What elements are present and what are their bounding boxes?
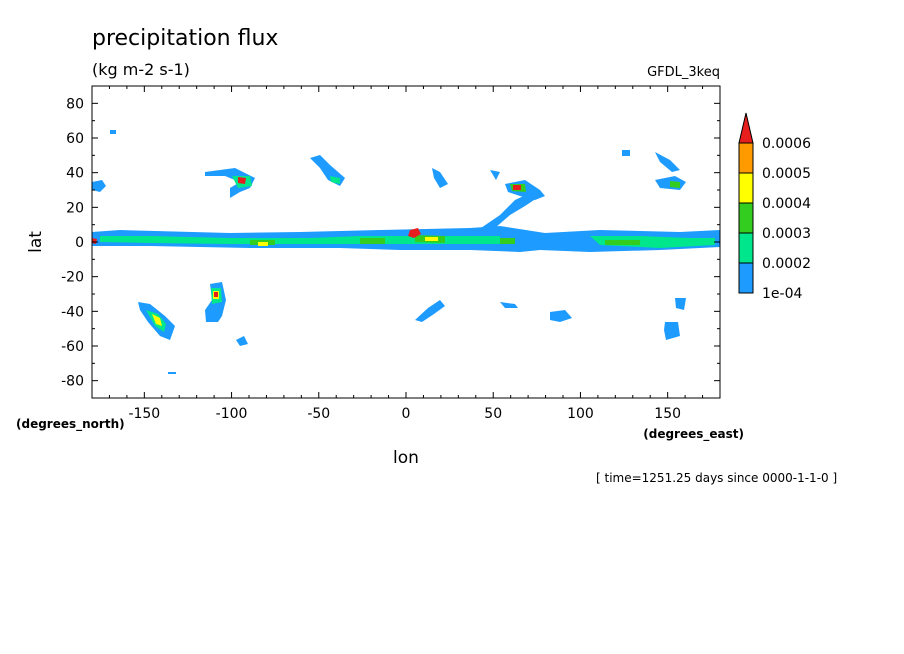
storm-nw-max [238,177,246,184]
patch-s-misc [110,130,248,374]
y-tick-label: 20 [66,200,84,216]
colorbar-label: 0.0002 [762,256,811,272]
storm-150e-l3 [670,181,680,188]
equatorial-band-l3 [250,235,640,245]
storm-150e-l1 [655,152,686,190]
colorbar-swatch [738,202,754,234]
patch-n-20e [432,150,630,188]
x-tick-label: 100 [567,406,594,422]
colorbar-swatch [738,172,754,204]
contour-fills [92,130,720,374]
storm-sw-max [214,292,218,297]
y-tick-label: -60 [61,339,84,355]
x-axis: -150 -100 -50 0 50 100 150 [108,86,704,422]
y-units-label: (degrees_north) [16,417,125,432]
y-tick-label: -40 [61,304,84,320]
x-tick-label: 50 [484,406,502,422]
x-tick-label: 0 [402,406,411,422]
storm-ne-max [513,185,521,190]
y-tick-label: 60 [66,131,84,147]
colorbar-max-triangle [738,112,754,144]
colorbar-label: 0.0004 [762,196,811,212]
chart-units: (kg m-2 s-1) [92,60,190,79]
colorbar-swatch [738,232,754,264]
y-tick-label: -80 [61,374,84,390]
colorbar-label: 0.0003 [762,226,811,242]
x-tick-label: -50 [307,406,330,422]
patch-n-40w-inner [330,176,340,184]
time-label: [ time=1251.25 days since 0000-1-1-0 ] [596,471,837,485]
model-label: GFDL_3keq [647,65,720,80]
x-axis-label: lon [393,448,419,468]
y-axis: 80 60 40 20 0 -20 -40 -60 -80 [61,85,720,399]
colorbar-label: 1e-04 [762,286,802,302]
colorbar-label: 0.0005 [762,166,811,182]
x-tick-label: 150 [654,406,681,422]
diagonal-branch [478,193,540,230]
colorbar: 1e-04 0.0002 0.0003 0.0004 0.0005 0.0006 [738,112,811,302]
colorbar-swatch [738,262,754,294]
x-tick-label: -100 [216,406,248,422]
y-axis-label: lat [26,231,46,253]
patch-s-20e [415,298,686,340]
y-tick-label: -20 [61,270,84,286]
y-tick-label: 0 [75,235,84,251]
x-units-label: (degrees_east) [643,427,744,442]
storm-s150w-l4 [152,314,162,326]
patch-n-180 [92,180,106,192]
y-tick-label: 40 [66,166,84,182]
storm-nw-l1 [205,168,255,198]
colorbar-label: 0.0006 [762,136,811,152]
equatorial-band-l2 [100,236,715,248]
colorbar-swatch [738,142,754,174]
x-tick-label: -150 [128,406,160,422]
chart-title: precipitation flux [92,26,278,51]
y-tick-label: 80 [66,96,84,112]
